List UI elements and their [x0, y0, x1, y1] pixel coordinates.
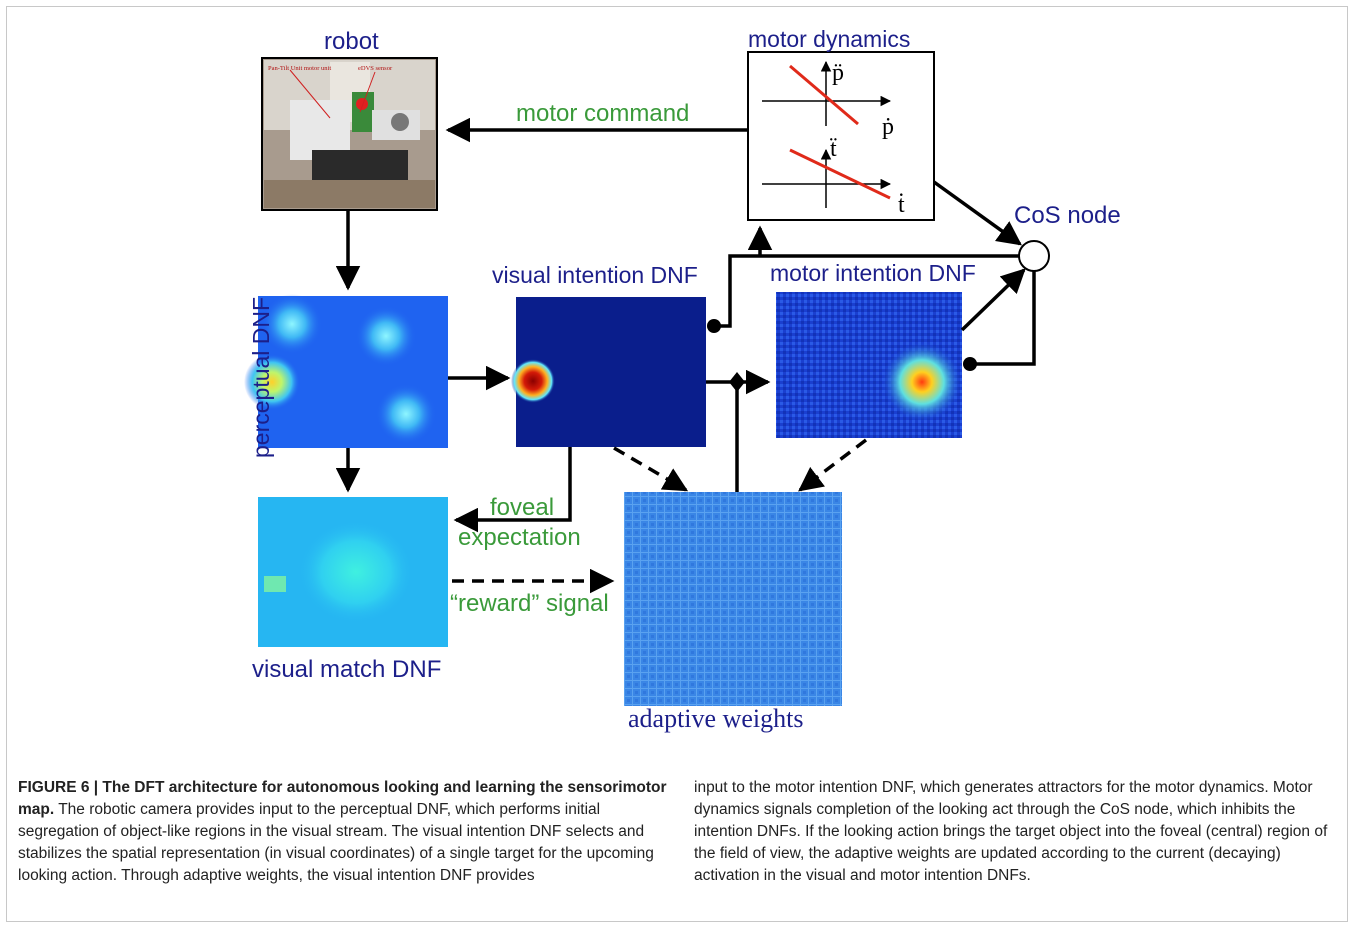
adaptive-weights-label: adaptive weights: [628, 704, 804, 733]
reward-signal-label: “reward” signal: [450, 590, 609, 617]
foveal-label: foveal: [490, 494, 555, 521]
visual-match-dnf-field: [258, 497, 448, 647]
cos-node-circle: [1018, 240, 1050, 272]
junction-diamond: [729, 372, 745, 392]
robot-photo: [261, 57, 438, 211]
adaptive-weights-field: [624, 492, 842, 706]
visual-intention-dnf-label: visual intention DNF: [492, 262, 698, 288]
motor-dynamics-box: [747, 51, 935, 221]
cos-node-label: CoS node: [1014, 202, 1121, 229]
perceptual-dnf-label: perceptual DNF: [248, 296, 274, 458]
motor-command-label: motor command: [516, 100, 690, 127]
figure-caption-title: FIGURE 6 | The DFT architecture for auto…: [18, 779, 667, 818]
architecture-diagram: Pan-Tilt Unit motor unit eDVS sensor p̈ …: [244, 51, 1050, 706]
connections: [335, 117, 1036, 533]
motor-intention-dnf-field: [776, 292, 962, 438]
robot-label: robot: [324, 28, 379, 55]
robot-photo-label-right: eDVS sensor: [358, 65, 393, 72]
visual-intention-dnf-field: [511, 297, 706, 447]
figure-panel: [6, 6, 1348, 922]
figure-caption-left: FIGURE 6 | The DFT architecture for auto…: [18, 777, 670, 887]
inhibitory-dot-visual: [707, 319, 721, 333]
figure-caption-text-right: input to the motor intention DNF, which …: [694, 779, 1328, 884]
expectation-label: expectation: [458, 524, 581, 551]
robot-photo-label-left: Pan-Tilt Unit motor unit: [268, 65, 331, 72]
visual-match-dnf-label: visual match DNF: [252, 656, 442, 683]
dashed-connections: [452, 438, 868, 594]
motor-intention-dnf-label: motor intention DNF: [770, 260, 976, 286]
motor-plot-bottom-y: ẗ: [830, 136, 837, 162]
motor-plot-bottom-x: ṫ: [898, 192, 905, 218]
figure-caption-right: input to the motor intention DNF, which …: [694, 777, 1334, 887]
inhibitory-dot-motor: [963, 357, 977, 371]
figure-caption-text-left: The robotic camera provides input to the…: [18, 801, 654, 884]
perceptual-dnf-field: [244, 294, 448, 448]
motor-plot-top-y: p̈: [832, 60, 844, 86]
motor-dynamics-label: motor dynamics: [748, 26, 911, 52]
motor-plot-top-x: ṗ: [882, 114, 894, 140]
